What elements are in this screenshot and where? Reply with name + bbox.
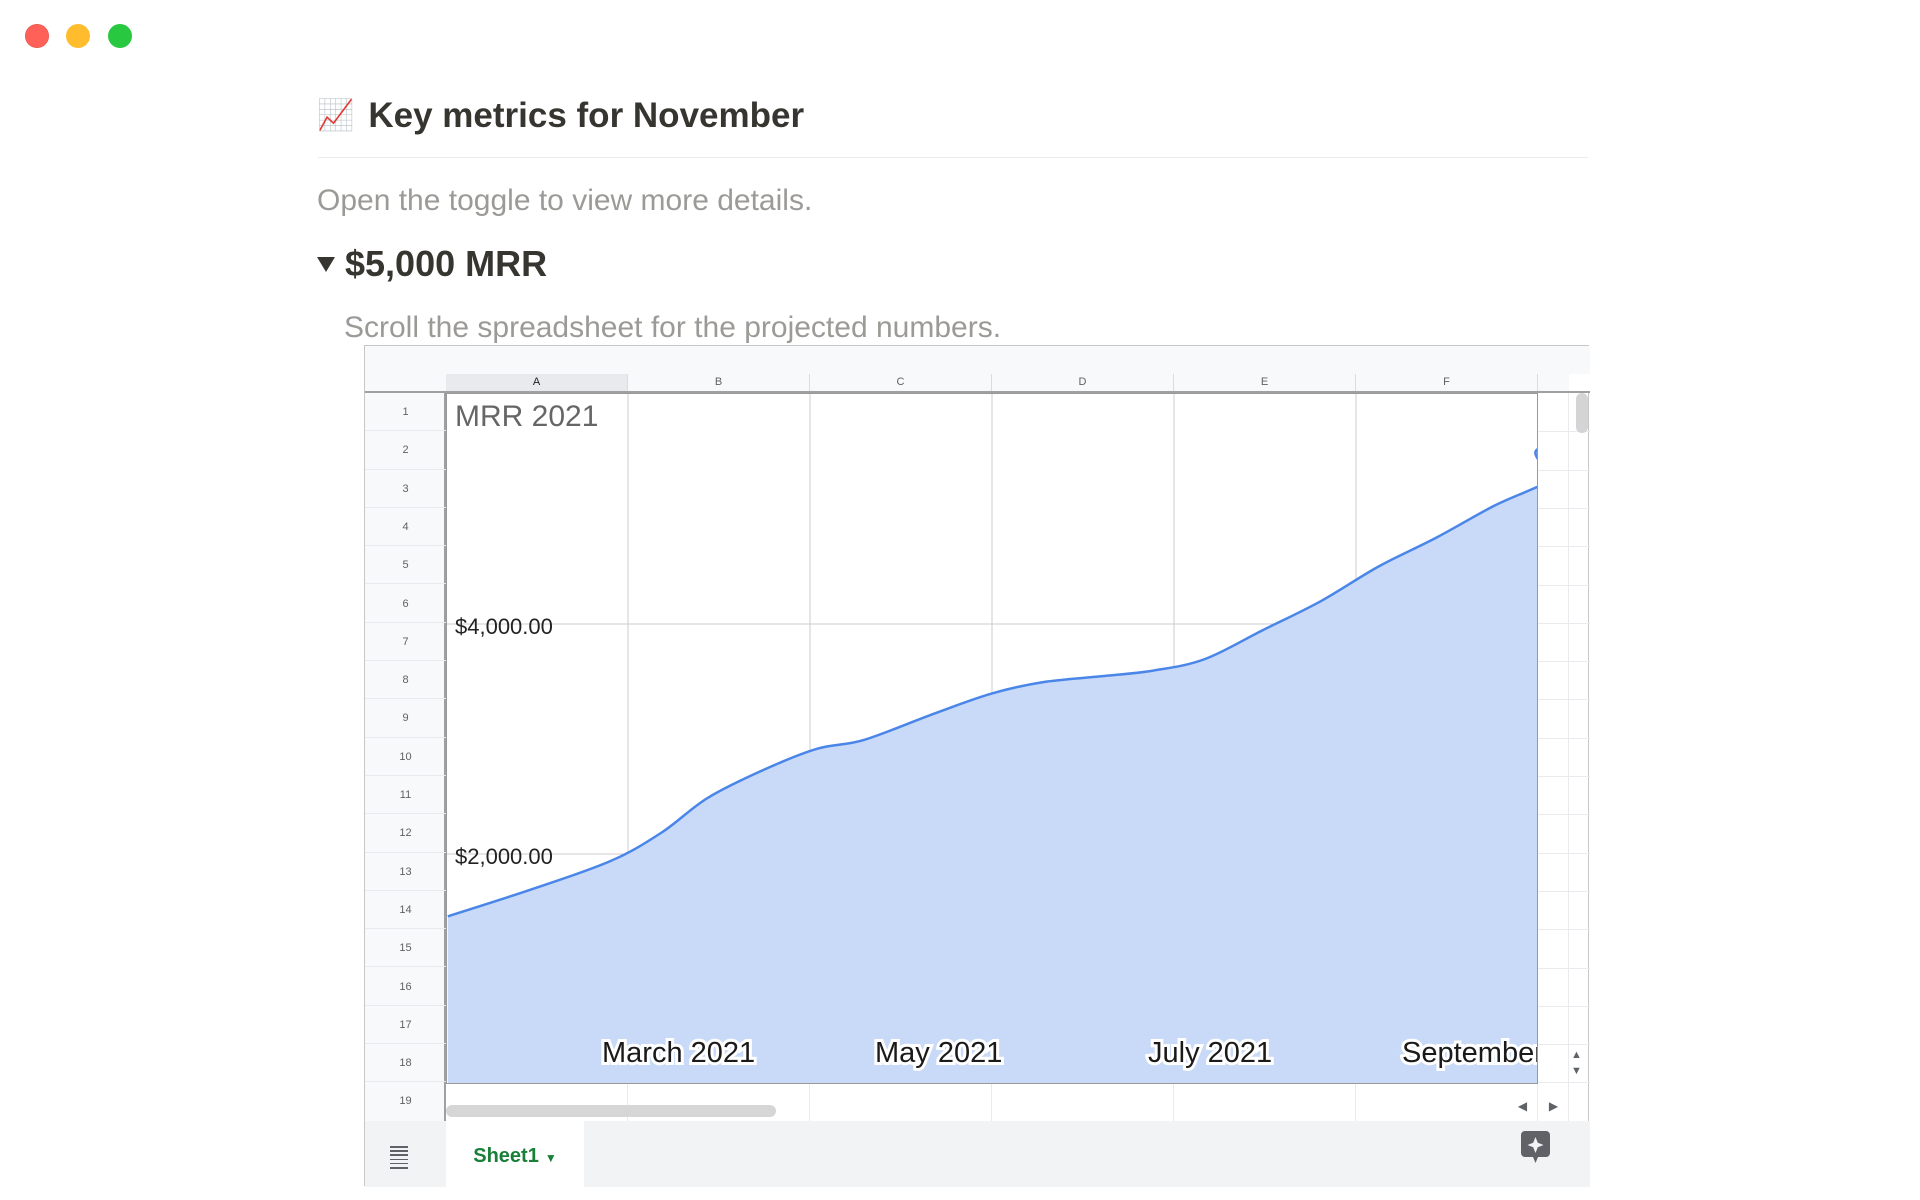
svg-text:MRR 2021: MRR 2021 (455, 400, 598, 433)
svg-text:September 2021: September 2021 (1402, 1037, 1538, 1069)
svg-text:July 2021: July 2021 (1148, 1037, 1272, 1069)
svg-text:$4,000.00: $4,000.00 (455, 614, 553, 639)
svg-text:March 2021: March 2021 (602, 1037, 755, 1069)
svg-text:May 2021: May 2021 (875, 1037, 1002, 1069)
svg-text:$2,000.00: $2,000.00 (455, 844, 553, 869)
